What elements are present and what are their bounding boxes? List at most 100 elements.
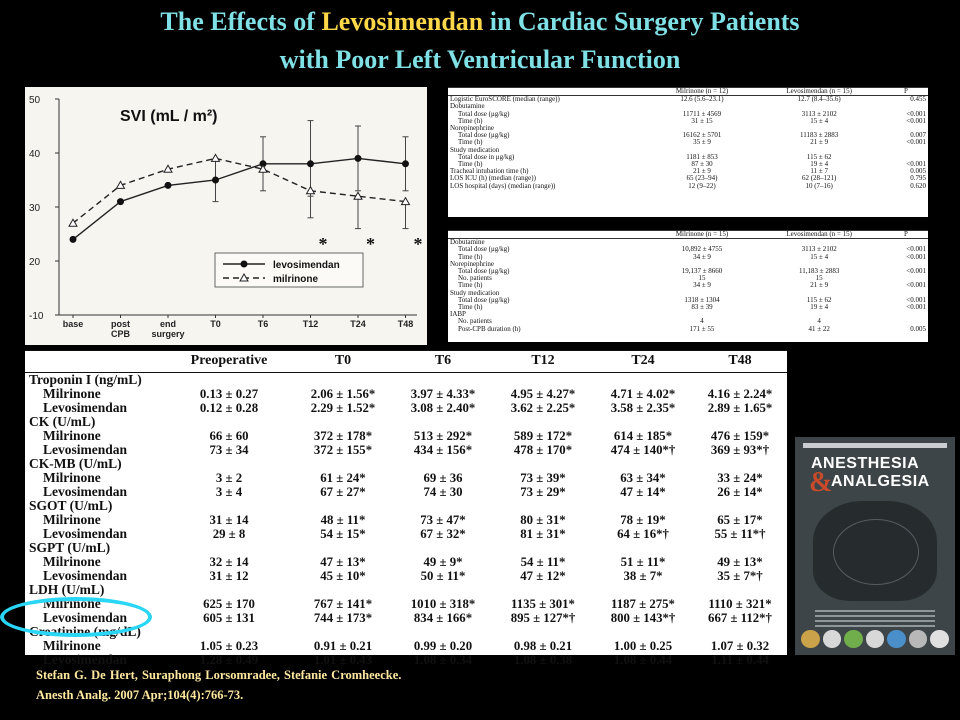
tableB-header-0 xyxy=(448,229,650,240)
tableB-header-1: Milrinone (n = 15) xyxy=(649,229,755,240)
table-row: Time (h) 83 ± 39 19 ± 4 <0.001 xyxy=(448,303,928,311)
table-cell: 15 xyxy=(698,274,706,283)
table-cell: 4.95 ± 4.27* xyxy=(510,387,576,401)
table-row: Dobutamine xyxy=(448,103,928,110)
legend-label-milrinone: milrinone xyxy=(273,274,318,285)
table-row: Levosimendan 1.28 ± 0.49 1.01 ± 0.43 1.08 ±… xyxy=(25,653,787,668)
table-row: Time (h) 34 ± 9 15 ± 4 <0.001 xyxy=(448,253,928,261)
data-point-levosimendan xyxy=(117,198,124,206)
x-tick-label: surgery xyxy=(151,329,184,339)
data-point-milrinone xyxy=(115,180,126,189)
table-cell: 0.13 ± 0.27 xyxy=(199,387,259,401)
table-cell: 15 ± 4 xyxy=(810,116,829,125)
x-tick-label: base xyxy=(63,319,84,329)
row-label: Total dose (μg/kg) xyxy=(458,295,510,304)
y-tick-label: -10 xyxy=(29,311,44,322)
table-cell: 589 ± 172* xyxy=(513,429,573,443)
group-label: SGPT (U/mL) xyxy=(29,540,111,555)
biomarker-table: Preoperative T0 T6 T12 T24 T48 Troponin I (ng/… xyxy=(25,350,787,667)
table-cell: 1.08 ± 0.44 xyxy=(613,653,673,667)
table-cell: 31 ± 14 xyxy=(209,513,249,527)
series-line-milrinone xyxy=(72,157,406,224)
table-cell: 372 ± 155* xyxy=(313,443,373,457)
table-cell: 0.007 xyxy=(910,131,926,140)
table-cell: 3 ± 2 xyxy=(215,471,243,485)
row-label: Total dose (μg/kg) xyxy=(458,131,510,140)
table-row: Norepinephrine xyxy=(448,124,928,132)
table-cell: 1.08 ± 0.34 xyxy=(413,653,473,667)
x-tick-label: post xyxy=(111,319,130,329)
table-cell: 21 ± 9 xyxy=(693,167,711,176)
table-row: Milrinone 3 ± 2 61 ± 24* 69 ± 36 73 ± 39* 63 … xyxy=(25,471,787,486)
table-cell: 67 ± 32* xyxy=(420,527,466,541)
table-row: Logistic EuroSCORE (median (range)) 12.6 … xyxy=(448,96,928,104)
table-row: LOS ICU (h) (median (range)) 65 (23–94) 62… xyxy=(448,175,928,182)
table-cell: 667 ± 112*† xyxy=(708,611,772,625)
tableB-header-2: Levosimendan (n = 15) xyxy=(754,229,884,240)
group-label: CK-MB (U/mL) xyxy=(29,456,122,471)
table-cell: 15 xyxy=(815,274,823,283)
table-cell: 895 ± 127*† xyxy=(510,611,576,625)
biomarker-header-3: T6 xyxy=(393,350,493,373)
table-cell: 11183 ± 2883 xyxy=(799,131,839,140)
biomarker-header-1: Preoperative xyxy=(165,350,293,373)
data-point-milrinone xyxy=(210,153,221,162)
x-tick-label: CPB xyxy=(111,329,131,339)
table-cell: 3 ± 4 xyxy=(215,485,243,499)
table-cell: 21 ± 9 xyxy=(810,138,829,147)
tableA-header-0 xyxy=(448,86,650,97)
table-cell: 478 ± 170* xyxy=(513,443,573,457)
table-row: Time (h) 31 ± 15 15 ± 4 <0.001 xyxy=(448,116,928,125)
group-label: LDH (U/mL) xyxy=(29,582,105,597)
title-highlight: Levosimendan xyxy=(321,7,484,36)
table-cell: 3.08 ± 2.40* xyxy=(410,401,476,415)
table-cell: 26 ± 14* xyxy=(717,485,763,499)
table-cell: 31 ± 15 xyxy=(691,116,713,125)
group-row: SGPT (U/mL) xyxy=(25,541,787,555)
table-cell: 12.7 (8.4–35.6) xyxy=(797,95,841,104)
row-label: Milrinone xyxy=(43,386,101,401)
group-row: Troponin I (ng/mL) xyxy=(25,373,787,388)
table-row: Time (h) 35 ± 9 21 ± 9 <0.001 xyxy=(448,139,928,146)
table-cell: 0.98 ± 0.21 xyxy=(513,639,573,653)
table-cell: 1.05 ± 0.23 xyxy=(199,639,259,653)
table-cell: 51 ± 11* xyxy=(620,555,666,569)
table-cell: <0.001 xyxy=(906,116,926,125)
drug-dosage-table-a: Milrinone (n = 12) Levosimendan (n = 15) P… xyxy=(448,86,928,217)
table-cell: 476 ± 159* xyxy=(710,429,770,443)
table-cell xyxy=(884,311,928,318)
table-cell: 35 ± 7*† xyxy=(717,569,763,583)
table-cell: 3.62 ± 2.25* xyxy=(510,401,576,415)
table-cell: 3.58 ± 2.35* xyxy=(610,401,676,415)
cover-society-logos xyxy=(801,630,950,650)
data-point-levosimendan xyxy=(164,181,172,189)
table-cell: 65 (23–94) xyxy=(686,174,718,183)
table-cell: 0.005 xyxy=(910,167,926,176)
biomarker-header-5: T24 xyxy=(593,350,693,373)
table-cell: 2.06 ± 1.56* xyxy=(310,387,376,401)
table-row: Total dose in μg/kg) 1181 ± 853 115 ± 62 xyxy=(448,152,928,161)
table-cell: 66 ± 60 xyxy=(209,429,249,443)
x-tick-label: T48 xyxy=(398,319,414,329)
x-tick-label: T12 xyxy=(303,319,319,329)
row-label: Milrinone xyxy=(43,512,101,527)
table-cell: <0.001 xyxy=(906,245,926,254)
data-point-levosimendan xyxy=(402,160,409,168)
table-cell: 474 ± 140*† xyxy=(610,443,676,457)
table-cell: 54 ± 11* xyxy=(520,555,566,569)
legend-marker-milrinone xyxy=(239,272,249,282)
table-cell: 1181 ± 853 xyxy=(686,152,718,161)
group-label: CK (U/mL) xyxy=(29,414,96,429)
table-cell: <0.001 xyxy=(906,267,926,276)
table-cell: 16162 ± 5701 xyxy=(682,131,722,140)
significance-marker: * xyxy=(366,234,375,254)
table-cell: 73 ± 29* xyxy=(520,485,566,499)
table-cell: 67 ± 27* xyxy=(320,485,366,499)
table-cell: <0.001 xyxy=(906,160,926,169)
data-point-milrinone xyxy=(258,164,268,173)
row-label: No. patients xyxy=(458,274,492,283)
table-row: Norepinephrine xyxy=(448,260,928,268)
table-cell: 605 ± 131 xyxy=(203,611,255,625)
row-label: Levosimendan xyxy=(43,484,128,499)
table-cell: 87 ± 30 xyxy=(691,160,713,169)
